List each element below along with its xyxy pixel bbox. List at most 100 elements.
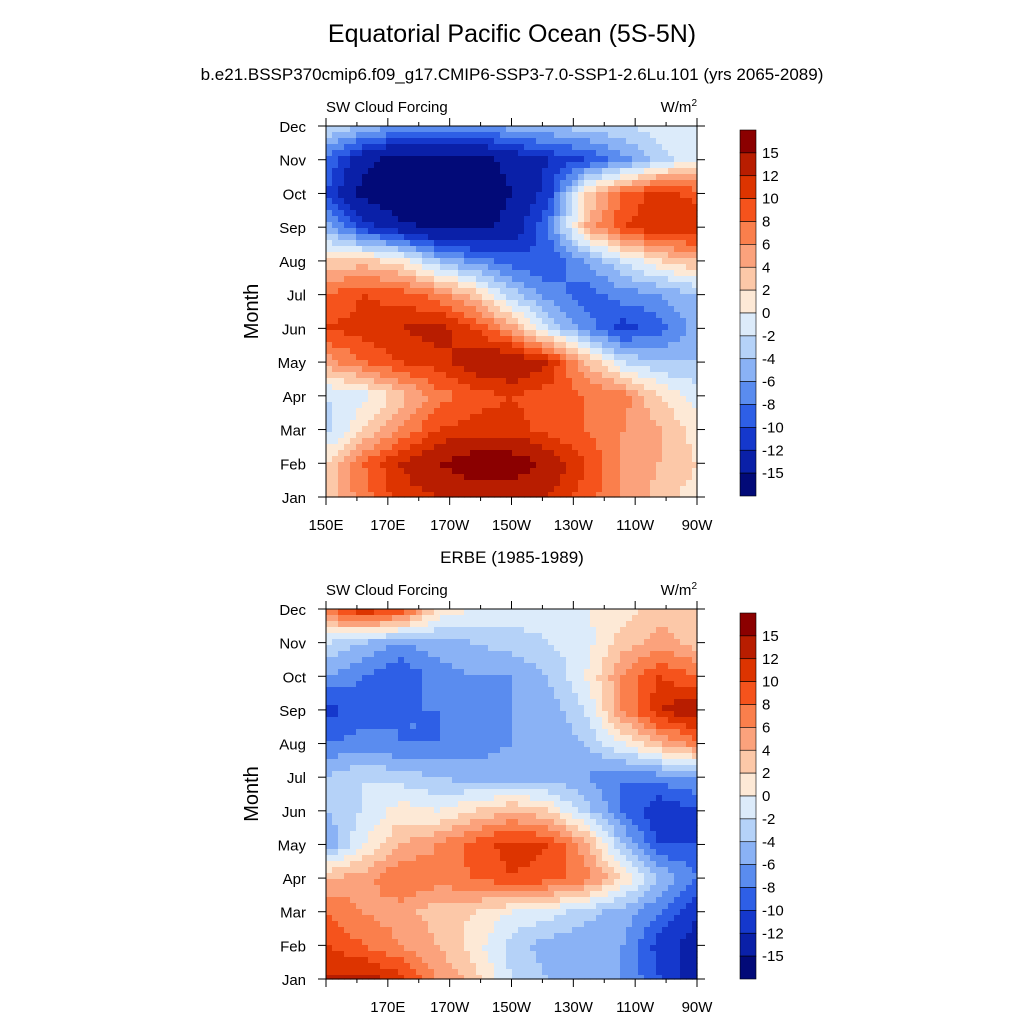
contour-cell (554, 390, 561, 397)
contour-cell (332, 633, 339, 640)
contour-cell (434, 288, 441, 295)
contour-cell (512, 288, 519, 295)
contour-cell (626, 645, 633, 652)
contour-cell (674, 156, 681, 163)
colorbar-label: -8 (762, 397, 775, 414)
contour-cell (686, 228, 693, 235)
contour-cell (674, 675, 681, 682)
contour-cell (458, 234, 465, 241)
contour-cell (398, 651, 405, 658)
contour-cell (410, 699, 417, 706)
contour-cell (428, 288, 435, 295)
contour-cell (536, 408, 543, 415)
contour-cell (476, 288, 483, 295)
contour-cell (344, 186, 351, 193)
contour-cell (464, 621, 471, 628)
contour-cell (404, 294, 411, 301)
contour-cell (440, 294, 447, 301)
contour-cell (656, 480, 663, 487)
contour-cell (332, 354, 339, 361)
contour-cell (428, 705, 435, 712)
contour-cell (440, 174, 447, 181)
contour-cell (518, 288, 525, 295)
contour-cell (602, 126, 609, 133)
contour-cell (464, 348, 471, 355)
contour-cell (674, 204, 681, 211)
contour-cell (344, 627, 351, 634)
contour-cell (476, 282, 483, 289)
contour-cell (668, 450, 675, 457)
contour-cell (374, 330, 381, 337)
contour-cell (524, 651, 531, 658)
contour-cell (416, 396, 423, 403)
contour-cell (524, 330, 531, 337)
contour-cell (692, 639, 698, 646)
contour-cell (416, 468, 423, 475)
contour-cell (398, 444, 405, 451)
contour-cell (332, 174, 339, 181)
contour-cell (350, 396, 357, 403)
contour-cell (632, 450, 639, 457)
contour-cell (488, 294, 495, 301)
contour-cell (410, 438, 417, 445)
contour-cell (398, 336, 405, 343)
contour-cell (326, 438, 333, 445)
contour-cell (428, 348, 435, 355)
contour-cell (326, 222, 333, 229)
contour-cell (680, 639, 687, 646)
contour-cell (686, 390, 693, 397)
contour-cell (578, 348, 585, 355)
contour-cell (404, 462, 411, 469)
contour-cell (494, 174, 501, 181)
contour-cell (338, 390, 345, 397)
contour-cell (440, 480, 447, 487)
contour-cell (596, 408, 603, 415)
contour-cell (410, 615, 417, 622)
contour-cell (644, 132, 651, 139)
contour-cell (338, 306, 345, 313)
contour-cell (482, 681, 489, 688)
contour-cell (614, 621, 621, 628)
contour-cell (512, 372, 519, 379)
contour-cell (464, 204, 471, 211)
contour-cell (338, 396, 345, 403)
contour-cell (392, 408, 399, 415)
contour-cell (470, 138, 477, 145)
contour-cell (590, 192, 597, 199)
contour-cell (572, 318, 579, 325)
contour-cell (674, 408, 681, 415)
contour-cell (350, 669, 357, 676)
contour-cell (476, 468, 483, 475)
contour-cell (596, 687, 603, 694)
contour-cell (662, 174, 669, 181)
contour-cell (554, 360, 561, 367)
contour-cell (362, 633, 369, 640)
contour-cell (356, 210, 363, 217)
contour-cell (566, 264, 573, 271)
contour-cell (584, 621, 591, 628)
contour-cell (356, 450, 363, 457)
contour-cell (428, 420, 435, 427)
contour-cell (668, 192, 675, 199)
contour-cell (362, 681, 369, 688)
contour-cell (620, 621, 627, 628)
contour-cell (470, 378, 477, 385)
contour-cell (674, 318, 681, 325)
contour-cell (422, 384, 429, 391)
contour-cell (464, 456, 471, 463)
contour-cell (674, 687, 681, 694)
contour-cell (362, 450, 369, 457)
contour-cell (482, 156, 489, 163)
contour-cell (566, 480, 573, 487)
contour-cell (428, 234, 435, 241)
contour-cell (416, 336, 423, 343)
contour-cell (350, 432, 357, 439)
contour-cell (428, 675, 435, 682)
contour-cell (614, 144, 621, 151)
y-tick-label: May (278, 355, 307, 372)
contour-cell (530, 480, 537, 487)
contour-cell (632, 492, 639, 498)
contour-cell (488, 651, 495, 658)
contour-cell (542, 150, 549, 157)
contour-cell (692, 306, 698, 313)
